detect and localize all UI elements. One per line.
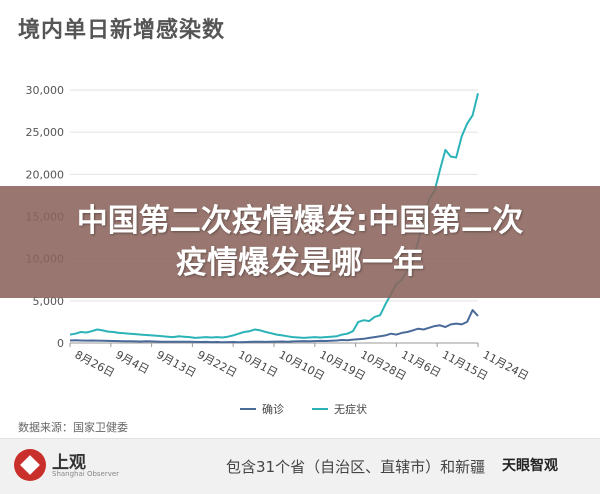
shangguan-logo-icon (14, 449, 46, 481)
x-tick-label: 11月24日 (481, 348, 531, 383)
chart-title: 境内单日新增感染数 (18, 18, 226, 43)
footnote: 包含31个省（自治区、直辖市）和新疆 (226, 458, 486, 476)
x-tick-label: 10月10日 (277, 348, 327, 383)
headline-line-1: 中国第二次疫情爆发:中国第二次 (76, 203, 524, 239)
x-tick-label: 8月26日 (73, 348, 117, 380)
y-tick-label: 30,000 (26, 84, 65, 97)
headline-banner: 中国第二次疫情爆发:中国第二次 疫情爆发是哪一年 (0, 186, 600, 298)
y-tick-label: 5,000 (33, 295, 65, 308)
legend: 确诊 无症状 (240, 402, 367, 416)
watermark: 天眼智观 (502, 458, 558, 474)
logo-text: 上观 (52, 453, 86, 473)
data-source: 数据来源：国家卫健委 (18, 421, 128, 434)
y-tick-label: 25,000 (26, 126, 65, 139)
y-tick-label: 20,000 (26, 168, 65, 181)
x-tick-label: 9月13日 (154, 348, 198, 380)
headline-line-2: 疫情爆发是哪一年 (176, 245, 424, 281)
x-tick-label: 10月28日 (358, 348, 408, 383)
footer-bar: 上观 Shanghai Observer 包含31个省（自治区、直辖市）和新疆 … (0, 438, 600, 494)
series-line-确诊 (69, 309, 479, 344)
legend-label: 确诊 (262, 402, 284, 416)
x-tick-label: 10月1日 (236, 348, 280, 380)
logo-subtitle: Shanghai Observer (52, 470, 120, 478)
y-tick-label: 0 (57, 337, 64, 350)
legend-label: 无症状 (334, 402, 367, 416)
x-tick-label: 9月22日 (195, 348, 239, 380)
x-tick-label: 11月15日 (440, 348, 490, 383)
x-tick-label: 10月19日 (317, 348, 367, 383)
x-tick-label: 9月4日 (113, 348, 151, 376)
